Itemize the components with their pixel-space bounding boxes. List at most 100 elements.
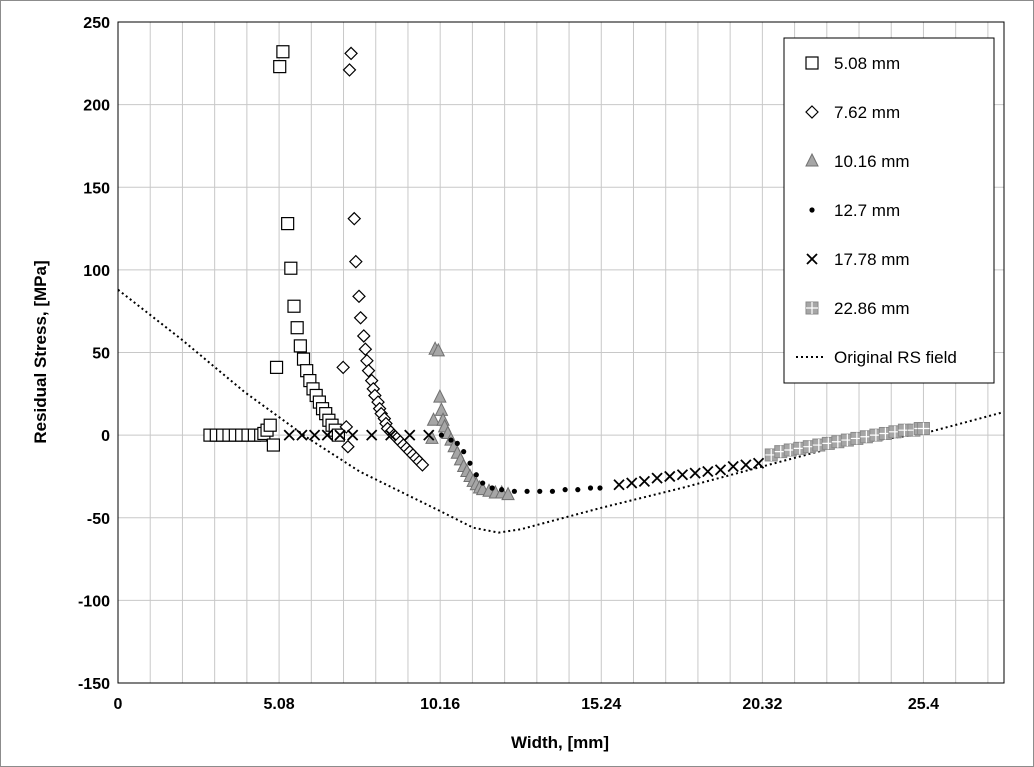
data-point	[404, 429, 416, 441]
series-7-62-mm	[336, 46, 430, 472]
x-tick-labels: 0 5.08 10.16 15.24 20.32 25.4	[114, 696, 940, 713]
data-point	[499, 487, 505, 493]
data-point	[467, 460, 473, 466]
data-point	[360, 353, 374, 368]
x-tick-label: 15.24	[581, 696, 621, 713]
legend-swatch	[805, 105, 819, 119]
data-point	[473, 472, 479, 478]
x-tick-label: 10.16	[420, 696, 460, 713]
y-axis-label: Residual Stress, [MPa]	[31, 260, 50, 443]
y-tick-label: 0	[101, 428, 110, 445]
data-point	[480, 480, 486, 486]
data-point	[296, 429, 308, 441]
x-tick-label: 25.4	[908, 696, 939, 713]
data-point	[308, 429, 321, 441]
data-point	[431, 342, 446, 357]
data-point	[331, 428, 345, 442]
data-point	[276, 45, 290, 59]
data-point	[423, 429, 435, 441]
data-point	[287, 299, 301, 313]
data-point	[454, 440, 460, 446]
legend-swatch	[805, 152, 819, 167]
x-tick-label: 5.08	[264, 696, 295, 713]
data-point	[752, 457, 765, 469]
series-10-16-mm	[425, 341, 515, 501]
y-tick-label: 100	[83, 263, 110, 280]
data-point	[266, 438, 280, 452]
legend-label: 22.86 mm	[834, 299, 910, 318]
y-tick-label: -100	[78, 593, 110, 610]
x-tick-label: 0	[114, 696, 123, 713]
data-point	[511, 488, 517, 494]
legend-swatch	[806, 253, 818, 265]
data-point	[524, 488, 530, 494]
data-point	[347, 211, 362, 226]
plot-area	[117, 21, 1005, 684]
data-point	[356, 329, 371, 343]
data-point	[434, 402, 449, 416]
data-point	[859, 430, 873, 444]
series-17-78-mm	[283, 429, 765, 491]
legend-box	[783, 37, 995, 384]
data-point	[385, 429, 397, 441]
legend-label: 10.16 mm	[834, 152, 910, 171]
data-point	[415, 458, 430, 472]
x-axis-label: Width, [mm]	[511, 733, 609, 752]
data-point	[651, 472, 663, 484]
marker-cross	[917, 422, 930, 435]
data-point	[501, 486, 515, 501]
series-12-7-mm	[438, 432, 603, 494]
data-point	[689, 467, 701, 479]
data-point	[366, 429, 378, 441]
data-point	[613, 479, 625, 491]
y-tick-label: 50	[92, 346, 110, 363]
data-point	[850, 431, 864, 445]
data-point	[426, 412, 441, 426]
legend-label: Original RS field	[834, 348, 957, 367]
series-layer	[118, 45, 1004, 534]
legend-label: 12.7 mm	[834, 201, 900, 220]
data-point	[321, 429, 333, 441]
data-point	[562, 487, 568, 493]
data-point	[740, 459, 752, 471]
data-point	[353, 310, 368, 325]
data-point	[296, 352, 311, 366]
data-point	[341, 439, 355, 454]
data-point	[448, 437, 454, 443]
data-point	[342, 63, 357, 77]
legend-label: 7.62 mm	[834, 103, 900, 122]
data-point	[273, 60, 287, 74]
data-point	[438, 432, 445, 438]
y-tick-label: 250	[83, 15, 110, 32]
series-line-original-rs-field	[118, 288, 1004, 534]
data-point	[347, 429, 359, 441]
y-tick-label: -50	[87, 511, 110, 528]
data-point	[549, 488, 556, 494]
legend-label: 5.08 mm	[834, 54, 900, 73]
x-tick-label: 20.32	[742, 696, 782, 713]
data-point	[358, 342, 373, 357]
data-point	[626, 477, 638, 489]
legend: 5.08 mm 7.62 mm 10.16 mm 12.7 mm 17.78 mm 22.…	[783, 37, 995, 384]
data-point	[587, 485, 594, 491]
data-point	[664, 470, 676, 483]
y-tick-label: -150	[78, 676, 110, 693]
data-point	[433, 388, 447, 403]
data-point	[727, 460, 739, 473]
data-point	[714, 464, 727, 476]
data-point	[352, 289, 366, 304]
data-point	[263, 418, 277, 432]
y-tick-label: 200	[83, 98, 110, 115]
series-22-86-mm	[764, 422, 930, 462]
data-point	[336, 360, 350, 375]
data-point	[283, 429, 295, 441]
data-point	[916, 422, 930, 436]
data-point	[597, 485, 603, 491]
data-point	[284, 261, 298, 275]
series-5-08-mm	[203, 45, 345, 452]
marker-cross	[806, 302, 818, 314]
data-point	[537, 488, 543, 494]
data-point	[290, 321, 304, 335]
data-point	[461, 449, 467, 455]
legend-label: 17.78 mm	[834, 250, 910, 269]
